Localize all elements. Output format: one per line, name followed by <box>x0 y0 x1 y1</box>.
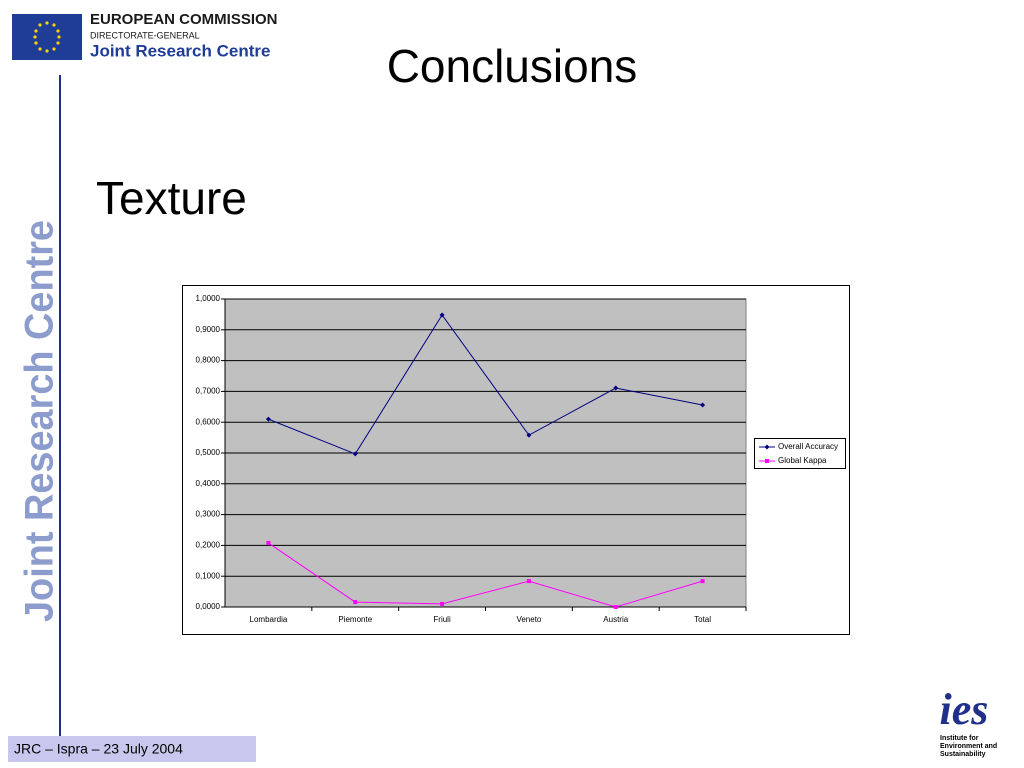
centre-name: Joint Research Centre <box>90 41 270 60</box>
legend-label: Global Kappa <box>778 456 827 465</box>
ies-logo: ies <box>940 685 989 734</box>
y-tick-label: 0,5000 <box>196 448 221 457</box>
x-tick-label: Piemonte <box>338 615 372 624</box>
legend-marker <box>764 444 770 450</box>
legend-label: Overall Accuracy <box>778 442 838 451</box>
x-tick-label: Total <box>694 615 711 624</box>
org-name: EUROPEAN COMMISSION <box>90 11 278 28</box>
series-marker <box>265 416 271 422</box>
ies-caption: Sustainability <box>940 751 986 758</box>
directorate: DIRECTORATE-GENERAL <box>90 30 200 40</box>
legend-marker <box>765 459 769 463</box>
y-tick-label: 0,4000 <box>196 479 221 488</box>
y-tick-label: 0,8000 <box>196 356 221 365</box>
side-label: Joint Research Centre <box>18 220 62 622</box>
y-tick-label: 0,0000 <box>196 602 221 611</box>
footer-box <box>8 736 256 762</box>
series-line <box>268 314 703 455</box>
x-tick-label: Veneto <box>516 615 541 624</box>
series-marker <box>613 385 619 391</box>
series-marker <box>352 451 358 457</box>
series-marker <box>613 605 618 609</box>
series-marker <box>440 601 445 606</box>
x-tick-label: Austria <box>603 615 628 624</box>
eu-flag <box>12 14 82 60</box>
ies-caption: Environment and <box>940 743 997 750</box>
slide-title: Conclusions <box>387 40 638 92</box>
slide-subtitle: Texture <box>96 172 247 224</box>
y-tick-label: 0,2000 <box>196 541 221 550</box>
y-tick-label: 1,0000 <box>196 294 221 303</box>
series-marker <box>700 402 706 408</box>
series-marker <box>526 432 532 438</box>
series-marker <box>700 579 705 584</box>
y-tick-label: 0,1000 <box>196 571 221 580</box>
series-marker <box>353 600 358 605</box>
ies-caption: Institute for <box>940 735 979 742</box>
series-line <box>268 542 703 608</box>
series-marker <box>266 540 271 545</box>
x-tick-label: Friuli <box>433 615 451 624</box>
y-tick-label: 0,6000 <box>196 417 221 426</box>
series-marker <box>526 579 531 584</box>
eu-stars <box>33 21 61 53</box>
x-tick-label: Lombardia <box>250 615 288 624</box>
y-tick-label: 0,3000 <box>196 510 221 519</box>
y-tick-label: 0,9000 <box>196 325 221 334</box>
footer-text: JRC – Ispra – 23 July 2004 <box>14 741 183 757</box>
legend-box <box>754 438 846 469</box>
y-tick-label: 0,7000 <box>196 387 221 396</box>
series-marker <box>439 312 445 318</box>
